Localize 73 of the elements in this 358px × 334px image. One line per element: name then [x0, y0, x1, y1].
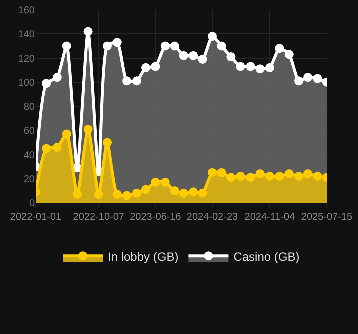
point	[189, 51, 198, 60]
point	[236, 62, 246, 72]
y-tick-label: 20	[24, 174, 36, 186]
point	[208, 32, 217, 42]
x-tick-label: 2022-01-01	[10, 212, 62, 223]
point	[284, 170, 294, 179]
legend-label: Casino (GB)	[234, 250, 300, 264]
y-tick-label: 60	[24, 126, 36, 138]
point	[198, 54, 208, 64]
point	[256, 170, 265, 179]
y-tick-label: 0	[29, 198, 36, 210]
point	[132, 188, 142, 198]
point	[72, 190, 82, 200]
point	[179, 51, 188, 60]
point	[160, 42, 170, 51]
point	[112, 38, 122, 48]
y-tick-label: 80	[24, 102, 36, 113]
y-tick-label: 40	[24, 150, 36, 162]
point	[170, 42, 180, 51]
point	[294, 76, 304, 86]
point	[208, 168, 217, 178]
x-tick-label: 2025-07-15	[301, 212, 354, 223]
x-tick-label: 2023-06-16	[130, 212, 182, 223]
x-tick-label: 2024-02-23	[186, 212, 239, 223]
point	[226, 173, 236, 182]
point	[304, 170, 313, 179]
point	[84, 27, 93, 36]
point	[94, 190, 104, 200]
point	[151, 178, 160, 187]
point	[122, 76, 132, 86]
point	[52, 143, 62, 152]
point	[62, 42, 72, 51]
point	[256, 64, 265, 74]
point	[142, 185, 150, 194]
y-tick-label: 120	[18, 54, 36, 65]
point	[62, 130, 72, 139]
point	[246, 173, 256, 182]
x-tick-label: 2022-10-07	[73, 212, 125, 223]
point	[304, 73, 313, 82]
point	[198, 188, 208, 198]
point	[122, 191, 132, 200]
point	[102, 138, 112, 148]
point	[265, 172, 274, 181]
point	[151, 62, 160, 72]
point	[275, 44, 284, 54]
point	[236, 172, 246, 181]
point	[112, 190, 122, 200]
point	[313, 172, 322, 181]
point	[102, 42, 112, 51]
point	[217, 42, 226, 51]
point	[160, 178, 170, 187]
point	[84, 124, 93, 134]
point	[42, 79, 52, 88]
y-tick-label: 100	[18, 78, 36, 89]
point	[52, 73, 62, 82]
point	[142, 63, 150, 72]
legend-label: In lobby (GB)	[108, 250, 179, 264]
point	[226, 52, 236, 62]
point	[42, 144, 52, 154]
point	[179, 188, 188, 198]
point	[170, 186, 180, 196]
point	[217, 168, 226, 178]
point	[284, 50, 294, 60]
y-tick-label: 160	[18, 6, 36, 16]
y-tick-label: 140	[18, 30, 36, 41]
point	[313, 74, 322, 84]
point	[265, 63, 274, 72]
point	[132, 76, 142, 86]
x-tick-label: 2024-11-04	[244, 212, 296, 223]
point	[275, 172, 284, 181]
point	[294, 172, 304, 181]
point	[246, 62, 256, 72]
point	[189, 188, 198, 197]
